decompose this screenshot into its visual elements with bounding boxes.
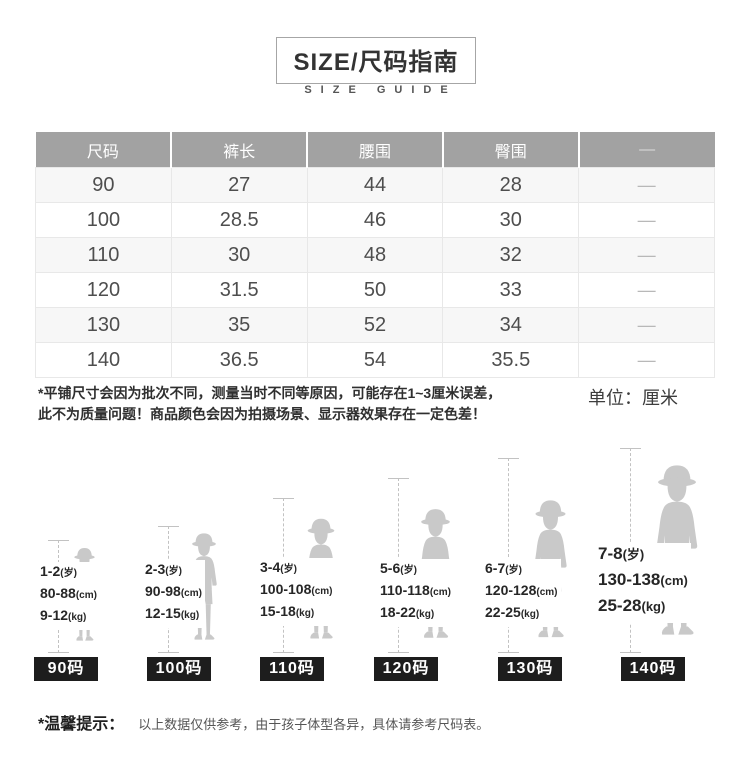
height-measure-line: [498, 458, 519, 653]
weight-range: 12-15(kg): [145, 605, 200, 621]
measure-cell: 31.5: [170, 272, 308, 308]
weight-range: 15-18(kg): [260, 603, 315, 619]
tip-label: *温馨提示：: [38, 716, 125, 733]
figure-specs: 6-7(岁) 120-128(cm) 22-25(kg): [485, 559, 561, 627]
table-row: 120 31.5 50 33—: [35, 272, 715, 308]
age-range: 2-3(岁): [145, 561, 182, 577]
table-row: 90 27 44 28—: [35, 167, 715, 203]
column-header: —: [577, 132, 715, 168]
size-figure: 7-8(岁) 130-138(cm) 25-28(kg) 140码: [598, 440, 698, 690]
height-range: 90-98(cm): [145, 583, 202, 599]
footer-tip: *温馨提示： 以上数据仅供参考，由于孩子体型各异，具体请参考尺码表。: [38, 710, 489, 734]
height-range: 80-88(cm): [40, 585, 97, 601]
size-label-badge: 130码: [498, 657, 562, 681]
size-table-body: 90 27 44 28—100 28.5 46 30—110 30 48 32—120 31.5 50…: [35, 167, 715, 378]
measure-cell: —: [578, 272, 715, 308]
column-header: 臀围: [441, 132, 579, 168]
table-row: 100 28.5 46 30—: [35, 202, 715, 238]
table-header-row: 尺码 裤长 腰围 臀围 —: [35, 132, 715, 168]
figure-specs: 7-8(岁) 130-138(cm) 25-28(kg): [598, 543, 691, 623]
note-line-1: *平铺尺寸会因为批次不同，测量当时不同等原因，可能存在1~3厘米误差，: [38, 385, 502, 401]
size-cell: 90: [35, 167, 172, 203]
note-line-2: 此不为质量问题！商品颜色会因为拍摄场景、显示器效果存在一定色差！: [38, 406, 486, 422]
size-figure: 2-3(岁) 90-98(cm) 12-15(kg) 100码: [145, 440, 217, 690]
size-label-badge: 100码: [147, 657, 211, 681]
size-figure: 6-7(岁) 120-128(cm) 22-25(kg) 130码: [485, 440, 567, 690]
size-figures-row: 1-2(岁) 80-88(cm) 9-12(kg) 90码: [0, 440, 752, 690]
measure-cell: —: [578, 202, 715, 238]
weight-range: 22-25(kg): [485, 604, 540, 620]
figure-specs: 1-2(岁) 80-88(cm) 9-12(kg): [40, 562, 100, 630]
weight-range: 9-12(kg): [40, 607, 87, 623]
measure-cell: —: [578, 307, 715, 343]
measure-cell: 44: [306, 167, 444, 203]
age-range: 7-8(岁): [598, 544, 645, 563]
weight-range: 25-28(kg): [598, 596, 666, 615]
figure-specs: 2-3(岁) 90-98(cm) 12-15(kg): [145, 560, 205, 628]
measure-cell: —: [578, 237, 715, 273]
measure-cell: 27: [170, 167, 308, 203]
size-cell: 130: [35, 307, 172, 343]
size-label-badge: 140码: [621, 657, 685, 681]
measure-cell: —: [578, 167, 715, 203]
age-range: 1-2(岁): [40, 563, 77, 579]
page-subtitle: SIZE GUIDE: [304, 84, 457, 96]
measure-cell: —: [578, 342, 715, 378]
column-header: 腰围: [306, 132, 443, 168]
column-header: 尺码: [35, 132, 172, 168]
size-cell: 140: [35, 342, 172, 378]
measure-cell: 36.5: [170, 342, 308, 378]
measure-cell: 32: [442, 237, 580, 273]
measure-cell: 30: [442, 202, 580, 238]
measure-cell: 50: [306, 272, 444, 308]
measurement-note: *平铺尺寸会因为批次不同，测量当时不同等原因，可能存在1~3厘米误差， 此不为质…: [38, 383, 568, 425]
page-title: SIZE/尺码指南: [276, 37, 476, 84]
measure-cell: 33: [442, 272, 580, 308]
size-cell: 100: [35, 202, 172, 238]
measure-cell: 52: [306, 307, 444, 343]
height-range: 110-118(cm): [380, 582, 451, 598]
size-cell: 120: [35, 272, 172, 308]
age-range: 3-4(岁): [260, 559, 297, 575]
age-range: 5-6(岁): [380, 560, 417, 576]
size-cell: 110: [35, 237, 172, 273]
measure-cell: 48: [306, 237, 444, 273]
size-label-badge: 120码: [374, 657, 438, 681]
measure-cell: 34: [442, 307, 580, 343]
size-figure: 5-6(岁) 110-118(cm) 18-22(kg) 120码: [374, 440, 454, 690]
measure-cell: 28: [442, 167, 580, 203]
table-row: 110 30 48 32—: [35, 237, 715, 273]
measure-cell: 35.5: [442, 342, 580, 378]
weight-range: 18-22(kg): [380, 604, 435, 620]
height-range: 130-138(cm): [598, 570, 688, 589]
measure-cell: 30: [170, 237, 308, 273]
age-range: 6-7(岁): [485, 560, 522, 576]
column-header: 裤长: [170, 132, 308, 168]
height-range: 100-108(cm): [260, 581, 333, 597]
size-table-head: 尺码 裤长 腰围 臀围 —: [35, 132, 715, 168]
size-table: 尺码 裤长 腰围 臀围 — 90 27 44 28—100 28.5 46 30—110 30 48 32…: [35, 132, 715, 378]
size-label-badge: 90码: [34, 657, 98, 681]
size-figure: 1-2(岁) 80-88(cm) 9-12(kg) 90码: [34, 440, 100, 690]
table-row: 130 35 52 34—: [35, 307, 715, 343]
unit-note: 单位：厘米: [588, 388, 678, 408]
tip-text: 以上数据仅供参考，由于孩子体型各异，具体请参考尺码表。: [138, 717, 490, 732]
size-label-badge: 110码: [260, 657, 324, 681]
size-figure: 3-4(岁) 100-108(cm) 15-18(kg) 110码: [260, 440, 336, 690]
table-row: 140 36.5 54 35.5—: [35, 342, 715, 378]
measure-cell: 46: [306, 202, 444, 238]
figure-specs: 5-6(岁) 110-118(cm) 18-22(kg): [380, 559, 454, 627]
measure-cell: 54: [306, 342, 444, 378]
height-range: 120-128(cm): [485, 582, 558, 598]
page-header: SIZE/尺码指南: [0, 37, 752, 84]
measure-cell: 35: [170, 307, 308, 343]
measure-cell: 28.5: [170, 202, 308, 238]
figure-specs: 3-4(岁) 100-108(cm) 15-18(kg): [260, 558, 336, 626]
